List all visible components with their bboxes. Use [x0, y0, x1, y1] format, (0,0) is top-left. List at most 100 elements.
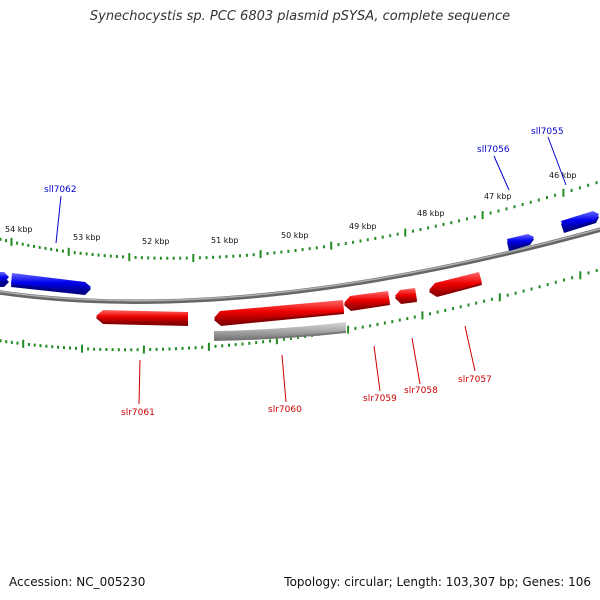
minor-tick: [489, 211, 492, 215]
minor-tick: [475, 301, 478, 305]
reverse-gene-arrows: [96, 272, 482, 326]
minor-tick: [376, 322, 379, 326]
grey-feature-arc[interactable]: [214, 322, 346, 341]
minor-tick: [28, 343, 30, 346]
minor-tick: [294, 249, 297, 252]
gene-arrow-sll7055[interactable]: [561, 211, 599, 233]
minor-tick: [38, 245, 41, 249]
minor-tick: [149, 348, 152, 351]
minor-tick: [162, 347, 165, 351]
minor-tick: [99, 347, 102, 351]
gene-label-slr7061[interactable]: slr7061: [121, 408, 155, 418]
scale-labels: 54 kbp 53 kbp 52 kbp 51 kbp 50 kbp 49 kb…: [5, 171, 577, 246]
major-tick: [481, 211, 484, 220]
minor-tick: [140, 256, 143, 260]
minor-tick: [571, 276, 574, 280]
minor-tick: [221, 344, 224, 348]
minor-tick: [27, 243, 30, 247]
outer-tick-ring: [0, 181, 598, 262]
minor-tick: [51, 345, 54, 349]
gene-arrow-slr7057[interactable]: [429, 272, 482, 297]
minor-tick: [514, 291, 517, 295]
minor-tick: [266, 252, 269, 255]
gene-label-slr7057[interactable]: slr7057: [458, 375, 492, 385]
minor-tick: [287, 249, 290, 253]
minor-tick: [436, 310, 439, 314]
scale-label-50kbp: 50 kbp: [281, 231, 309, 240]
minor-tick: [79, 251, 82, 255]
minor-tick: [194, 346, 197, 350]
minor-tick: [301, 248, 304, 252]
minor-tick: [506, 293, 509, 297]
minor-tick: [0, 339, 2, 343]
minor-tick: [228, 343, 230, 347]
minor-tick: [136, 348, 139, 352]
minor-tick: [595, 181, 598, 185]
gene-label-slr7058[interactable]: slr7058: [404, 386, 438, 396]
minor-tick: [450, 221, 453, 225]
minor-tick: [513, 205, 516, 209]
gene-label-sll7055[interactable]: sll7055: [531, 127, 564, 137]
minor-tick: [546, 283, 549, 287]
minor-tick: [33, 244, 35, 248]
gene-arrow-sll7062[interactable]: [11, 273, 91, 295]
major-tick: [67, 247, 70, 256]
minor-tick: [554, 280, 557, 284]
gene-arrow-slr7059[interactable]: [344, 291, 390, 311]
minor-tick: [218, 255, 221, 259]
minor-tick: [252, 253, 255, 257]
minor-tick: [175, 347, 177, 351]
gene-label-slr7060[interactable]: slr7060: [268, 405, 302, 415]
minor-tick: [166, 256, 169, 260]
minor-tick: [391, 320, 394, 324]
minor-tick: [155, 347, 158, 351]
minor-tick: [505, 207, 508, 211]
minor-tick: [352, 240, 355, 244]
gene-arrow-slr7058[interactable]: [395, 288, 417, 304]
gene-label-sll7056[interactable]: sll7056: [477, 145, 510, 155]
minor-tick: [85, 252, 88, 256]
minor-tick: [337, 243, 340, 247]
minor-tick: [124, 348, 126, 352]
minor-tick: [537, 198, 540, 202]
minor-tick: [381, 235, 384, 239]
minor-tick: [354, 326, 357, 330]
minor-tick: [232, 254, 235, 258]
minor-tick: [214, 344, 217, 348]
minor-tick: [245, 253, 248, 257]
minor-tick: [467, 303, 470, 307]
major-tick: [421, 311, 424, 320]
gene-arrow-slr7060[interactable]: [214, 300, 344, 326]
minor-tick: [452, 307, 454, 311]
minor-tick: [109, 254, 112, 258]
gene-label-slr7059[interactable]: slr7059: [363, 394, 397, 404]
minor-tick: [153, 256, 156, 260]
minor-tick: [16, 341, 19, 345]
scale-label-48kbp: 48 kbp: [417, 209, 445, 218]
minor-tick: [50, 247, 53, 251]
backbone: [0, 227, 600, 304]
minor-tick: [459, 305, 462, 309]
minor-tick: [105, 348, 108, 351]
minor-tick: [419, 228, 422, 231]
major-tick: [404, 228, 407, 237]
minor-tick: [427, 226, 430, 230]
minor-tick: [57, 345, 60, 349]
minor-tick: [595, 269, 598, 272]
gene-arrow-slr7061[interactable]: [96, 310, 188, 326]
minor-tick: [587, 271, 590, 275]
minor-tick: [429, 312, 431, 316]
scale-label-51kbp: 51 kbp: [211, 236, 239, 245]
gene-arrow-partial-left[interactable]: [0, 272, 9, 287]
gene-arrow-sll7056[interactable]: [507, 234, 534, 251]
minor-tick: [16, 241, 19, 245]
minor-tick: [398, 318, 401, 322]
minor-tick: [248, 341, 251, 345]
minor-tick: [366, 238, 369, 242]
minor-tick: [442, 222, 445, 226]
minor-tick: [262, 340, 265, 344]
minor-tick: [406, 317, 409, 321]
label-leader-lines: [55, 136, 567, 405]
minor-tick: [73, 251, 76, 255]
gene-label-sll7062[interactable]: sll7062: [44, 185, 77, 195]
